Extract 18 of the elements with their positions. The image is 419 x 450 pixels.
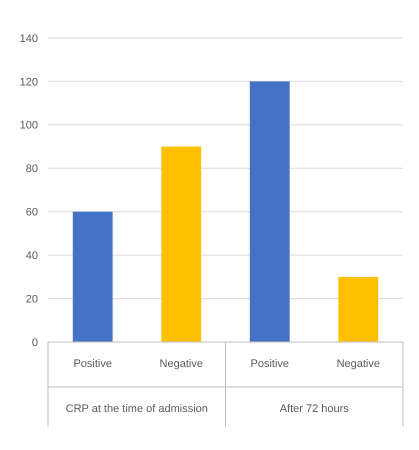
y-tick-label: 100 bbox=[20, 120, 38, 132]
y-tick-label: 80 bbox=[26, 163, 38, 176]
bar bbox=[161, 146, 202, 342]
y-tick-label: 20 bbox=[26, 293, 38, 306]
x-tick-label: Negative bbox=[160, 358, 203, 370]
x-tick-label: Positive bbox=[250, 358, 290, 370]
y-tick-label: 40 bbox=[26, 250, 38, 262]
y-tick-label: 140 bbox=[20, 32, 38, 45]
bar bbox=[250, 81, 290, 342]
y-tick-label: 120 bbox=[20, 76, 38, 88]
x-tick-label: Positive bbox=[73, 358, 112, 370]
text: After 72 hours bbox=[280, 403, 350, 415]
bar bbox=[338, 276, 378, 342]
text: CRP at the time of admission bbox=[66, 403, 208, 415]
x-tick-label: Negative bbox=[336, 358, 380, 370]
y-tick-label: 60 bbox=[26, 206, 38, 219]
y-tick-label: 0 bbox=[32, 336, 38, 349]
bar bbox=[72, 212, 113, 342]
